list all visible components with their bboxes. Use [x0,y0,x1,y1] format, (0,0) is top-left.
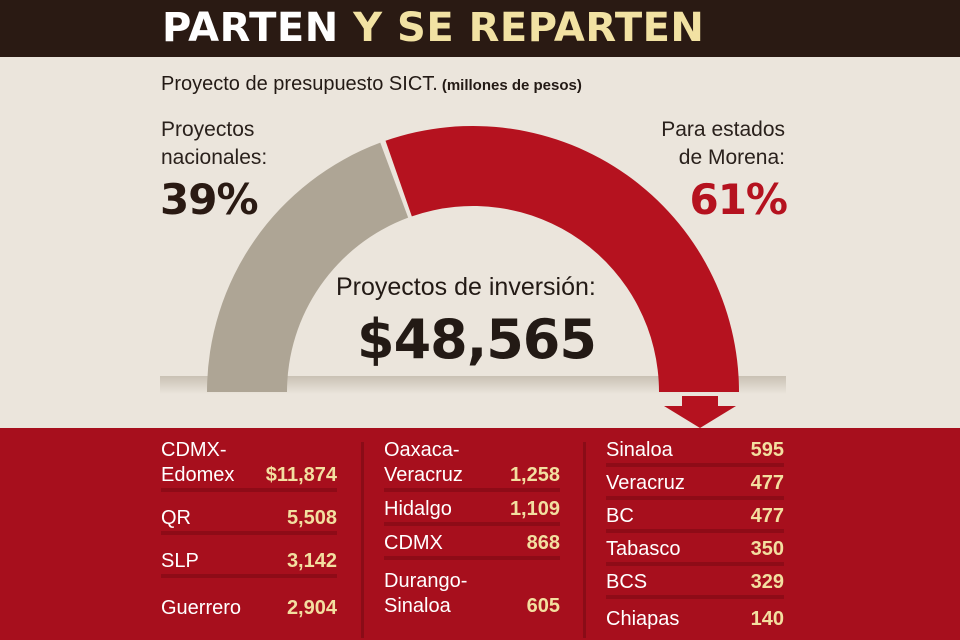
page-title: PARTEN Y SE REPARTEN [162,5,704,51]
breakdown-column-3: Sinaloa 595 Veracruz 477 BC 477 Tabasco 350 … [606,438,784,636]
center-label: Proyectos de inversión: [336,273,596,301]
list-item: Sinaloa 595 [606,438,784,467]
slice-label-morena: Para estados de Morena: [661,118,785,169]
state-value: 477 [750,505,784,527]
title-part-1: PARTEN [162,5,339,51]
state-value: 868 [526,532,560,554]
list-item: BC 477 [606,504,784,533]
breakdown-column-2: Oaxaca- Veracruz 1,258 Hidalgo 1,109 CDMX 8… [384,438,560,624]
down-arrow-icon [664,396,736,428]
state-name: Tabasco [606,538,681,560]
state-value: 350 [750,538,784,560]
state-value: 329 [750,571,784,593]
subtitle-unit: (millones de pesos) [441,77,582,94]
state-name: Chiapas [606,608,680,630]
state-value: 2,904 [286,597,337,619]
list-item: Hidalgo 1,109 [384,497,560,526]
list-item: SLP 3,142 [161,544,337,578]
slice-morena [385,126,739,392]
state-name: Sinaloa [606,439,673,461]
column-divider [361,442,364,638]
state-value: 1,258 [509,464,560,486]
list-item: Veracruz 477 [606,471,784,500]
list-item: Guerrero 2,904 [161,587,337,621]
slice-label-nacionales: Proyectos nacionales: [161,118,268,169]
slice-percent-morena: 61% [689,175,788,224]
list-item: BCS 329 [606,570,784,599]
state-name: CDMX [384,532,443,554]
state-name: BC [606,505,634,527]
state-value: $11,874 [265,464,337,486]
state-name: SLP [161,550,199,572]
list-item: CDMX 868 [384,531,560,560]
state-value: 140 [750,608,784,630]
title-part-2: Y SE REPARTEN [353,5,705,51]
state-name: CDMX- Edomex [161,439,235,486]
state-name: Hidalgo [384,498,452,520]
list-item: Tabasco 350 [606,537,784,566]
state-value: 1,109 [509,498,560,520]
list-item: Durango- Sinaloa 605 [384,565,560,619]
center-total: $48,565 [357,308,597,371]
list-item: QR 5,508 [161,501,337,535]
list-item: Chiapas 140 [606,603,784,632]
state-name: Guerrero [161,597,242,619]
slice-nacionales [207,142,409,392]
slice-percent-nacionales: 39% [160,175,259,224]
state-name: Veracruz [606,472,685,494]
breakdown-column-1: CDMX- Edomex $11,874 QR 5,508 SLP 3,142 Gue… [161,438,337,630]
list-item: Oaxaca- Veracruz 1,258 [384,438,560,492]
state-value: 5,508 [286,507,337,529]
state-value: 595 [750,439,784,461]
gauge-base-shadow [160,376,786,394]
chart-subtitle: Proyecto de presupuesto SICT. (millones d… [161,73,582,96]
state-value: 477 [750,472,784,494]
state-name: BCS [606,571,648,593]
state-value: 3,142 [286,550,337,572]
state-name: QR [161,507,191,529]
state-breakdown-panel: CDMX- Edomex $11,874 QR 5,508 SLP 3,142 Gue… [0,428,960,640]
subtitle-text: Proyecto de presupuesto SICT. [161,73,438,95]
state-name: Oaxaca- Veracruz [384,439,463,486]
state-name: Durango- Sinaloa [384,570,468,617]
column-divider [583,442,586,638]
state-value: 605 [526,595,560,617]
list-item: CDMX- Edomex $11,874 [161,438,337,492]
header-bar: PARTEN Y SE REPARTEN [0,0,960,57]
